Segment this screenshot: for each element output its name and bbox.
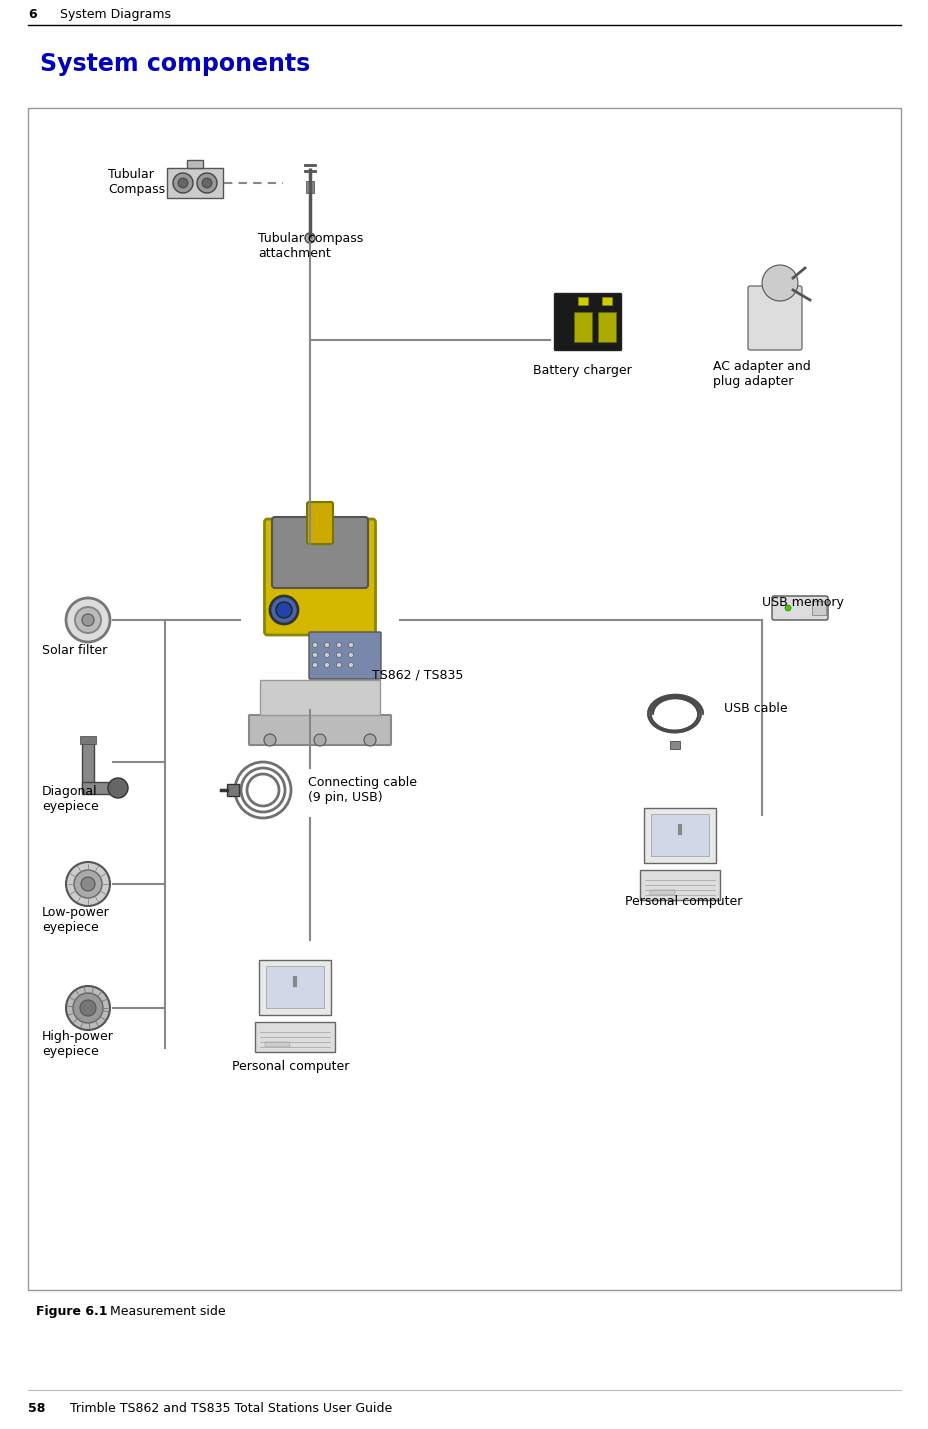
Text: 58: 58 xyxy=(28,1402,45,1415)
Circle shape xyxy=(324,643,329,647)
Circle shape xyxy=(304,233,315,243)
Circle shape xyxy=(348,643,354,647)
Bar xyxy=(187,160,203,169)
Circle shape xyxy=(82,614,94,626)
Circle shape xyxy=(784,604,790,612)
Bar xyxy=(811,602,825,614)
Circle shape xyxy=(66,986,110,1030)
Circle shape xyxy=(108,777,128,797)
Text: Solar filter: Solar filter xyxy=(42,644,107,657)
Text: 6: 6 xyxy=(28,9,36,21)
FancyBboxPatch shape xyxy=(249,714,391,745)
Circle shape xyxy=(348,663,354,667)
Circle shape xyxy=(173,173,193,193)
Bar xyxy=(601,296,612,304)
Circle shape xyxy=(66,597,110,642)
Text: USB cable: USB cable xyxy=(723,702,787,714)
Bar xyxy=(577,296,587,304)
FancyBboxPatch shape xyxy=(264,519,375,634)
Circle shape xyxy=(312,653,317,657)
Circle shape xyxy=(336,643,342,647)
Circle shape xyxy=(336,653,342,657)
Text: Trimble TS862 and TS835 Total Stations User Guide: Trimble TS862 and TS835 Total Stations U… xyxy=(70,1402,392,1415)
Circle shape xyxy=(324,653,329,657)
Circle shape xyxy=(312,663,317,667)
Bar xyxy=(643,807,715,863)
Circle shape xyxy=(314,735,326,746)
Bar xyxy=(259,960,330,1015)
Bar xyxy=(254,1022,335,1052)
Circle shape xyxy=(178,179,187,189)
Bar xyxy=(226,785,238,796)
FancyBboxPatch shape xyxy=(747,286,801,350)
Text: Tubular compass
attachment: Tubular compass attachment xyxy=(258,231,363,260)
Bar xyxy=(265,966,324,1007)
Circle shape xyxy=(276,602,291,617)
Circle shape xyxy=(73,993,103,1023)
Text: Battery charger: Battery charger xyxy=(533,364,631,377)
FancyBboxPatch shape xyxy=(309,632,380,679)
Bar xyxy=(305,181,314,193)
FancyBboxPatch shape xyxy=(554,293,621,350)
Circle shape xyxy=(81,877,95,892)
Text: Figure 6.1: Figure 6.1 xyxy=(36,1305,108,1318)
Circle shape xyxy=(312,643,317,647)
Text: Low-power
eyepiece: Low-power eyepiece xyxy=(42,906,110,935)
Bar xyxy=(598,312,615,342)
Bar xyxy=(28,109,900,1290)
Bar xyxy=(264,1042,290,1047)
Text: High-power
eyepiece: High-power eyepiece xyxy=(42,1030,114,1057)
Circle shape xyxy=(75,607,101,633)
Circle shape xyxy=(336,663,342,667)
Text: AC adapter and
plug adapter: AC adapter and plug adapter xyxy=(712,360,810,389)
Text: Tubular
Compass: Tubular Compass xyxy=(108,169,165,196)
Bar xyxy=(82,742,94,792)
Bar xyxy=(82,782,114,795)
Bar xyxy=(669,742,679,749)
Circle shape xyxy=(201,179,212,189)
Bar xyxy=(639,870,719,900)
Circle shape xyxy=(364,735,376,746)
Bar xyxy=(650,890,675,895)
Text: Diagonal
eyepiece: Diagonal eyepiece xyxy=(42,785,98,813)
Text: System components: System components xyxy=(40,51,310,76)
Circle shape xyxy=(270,596,298,624)
Text: Measurement side: Measurement side xyxy=(110,1305,226,1318)
Text: Personal computer: Personal computer xyxy=(625,895,741,907)
Circle shape xyxy=(348,653,354,657)
Circle shape xyxy=(80,1000,96,1016)
Text: Connecting cable
(9 pin, USB): Connecting cable (9 pin, USB) xyxy=(308,776,417,805)
Circle shape xyxy=(761,264,797,302)
Bar xyxy=(574,312,591,342)
Text: USB memory: USB memory xyxy=(761,596,843,609)
FancyBboxPatch shape xyxy=(771,596,827,620)
Text: TS862 / TS835: TS862 / TS835 xyxy=(371,667,463,682)
Circle shape xyxy=(197,173,217,193)
FancyBboxPatch shape xyxy=(306,502,332,544)
Bar xyxy=(80,736,96,745)
Circle shape xyxy=(264,735,276,746)
Text: System Diagrams: System Diagrams xyxy=(60,9,171,21)
Bar xyxy=(260,680,380,714)
Circle shape xyxy=(324,663,329,667)
Bar xyxy=(167,169,223,199)
Circle shape xyxy=(74,870,102,897)
Text: Personal computer: Personal computer xyxy=(232,1060,349,1073)
Bar xyxy=(651,815,708,856)
FancyBboxPatch shape xyxy=(272,517,367,587)
Circle shape xyxy=(66,862,110,906)
